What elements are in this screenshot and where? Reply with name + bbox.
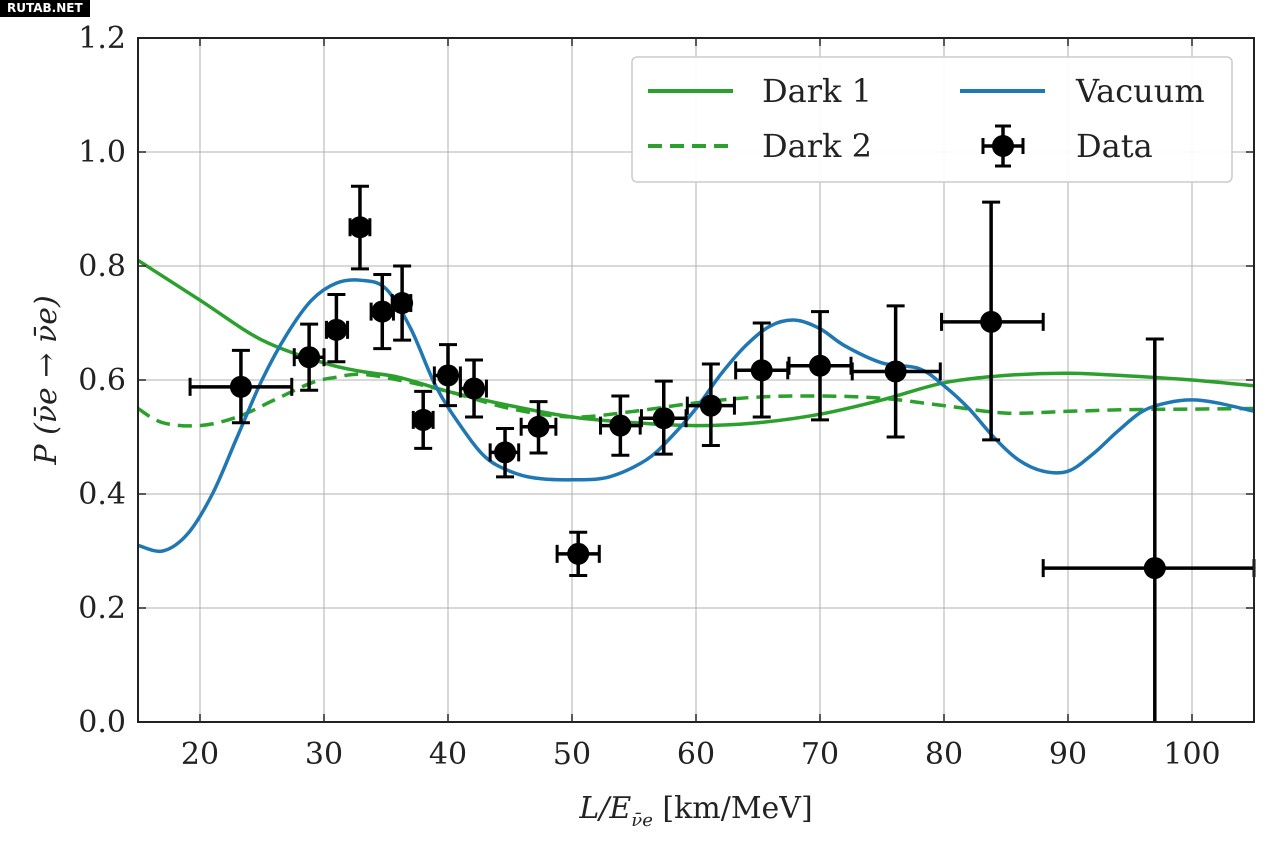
data-marker xyxy=(750,359,773,382)
data-point xyxy=(940,200,1045,442)
data-marker xyxy=(494,441,517,464)
data-point xyxy=(348,184,372,271)
data-point xyxy=(850,304,942,439)
legend-label: Vacuum xyxy=(1075,72,1205,110)
x-axis-label: L/Eν̄e [km/MeV] xyxy=(578,791,812,831)
x-tick-label: 40 xyxy=(429,737,467,772)
y-tick-label: 0.2 xyxy=(78,591,126,626)
data-marker xyxy=(325,318,348,341)
legend-entry-vacuum: Vacuum xyxy=(960,72,1205,110)
y-tick-label: 0.4 xyxy=(78,477,126,512)
data-marker xyxy=(348,216,371,239)
data-marker xyxy=(229,375,252,398)
watermark-label: RUTAB.NET xyxy=(0,0,90,17)
data-marker xyxy=(437,364,459,387)
legend-entry-dark-1: Dark 1 xyxy=(648,72,872,110)
data-point xyxy=(734,321,790,419)
legend-label: Data xyxy=(1076,127,1153,165)
x-tick-label: 20 xyxy=(181,737,219,772)
y-tick-label: 0.6 xyxy=(78,363,126,398)
data-marker xyxy=(463,377,486,400)
data-point xyxy=(685,362,736,448)
data-marker xyxy=(884,360,907,383)
data-marker xyxy=(980,310,1003,333)
legend: Dark 1 Vacuum Dark 2 Data xyxy=(631,56,1233,183)
x-tick-label: 80 xyxy=(925,737,963,772)
series-line-dark-2 xyxy=(137,372,1255,428)
data-marker xyxy=(391,292,414,315)
data-point xyxy=(324,293,350,364)
legend-label: Dark 2 xyxy=(762,127,872,165)
x-tick-label: 100 xyxy=(1163,737,1220,772)
data-point xyxy=(488,426,521,479)
data-marker xyxy=(1143,557,1166,580)
legend-swatch-marker xyxy=(992,135,1014,157)
data-point xyxy=(555,530,601,578)
y-axis-label: P (ν̄e → ν̄e) xyxy=(29,295,64,465)
data-marker xyxy=(412,408,435,431)
y-tick-label: 1.2 xyxy=(78,21,126,56)
x-tick-label: 70 xyxy=(801,737,839,772)
data-point xyxy=(458,358,488,419)
data-marker xyxy=(609,414,632,437)
data-point xyxy=(1041,337,1256,722)
data-points xyxy=(188,184,1256,722)
x-tick-label: 90 xyxy=(1049,737,1087,772)
x-tick-label: 50 xyxy=(553,737,591,772)
data-marker xyxy=(652,407,675,430)
x-tick-label: 60 xyxy=(677,737,715,772)
data-point xyxy=(599,394,642,457)
legend-entry-data: Data xyxy=(981,124,1153,168)
data-marker xyxy=(809,354,831,377)
data-point xyxy=(390,264,414,342)
data-point xyxy=(432,343,462,408)
y-tick-label: 1.0 xyxy=(78,135,126,170)
axis-labels: L/Eν̄e [km/MeV] P (ν̄e → ν̄e) xyxy=(29,295,813,831)
data-marker xyxy=(527,415,550,438)
data-point xyxy=(639,379,688,456)
y-tick-label: 0.8 xyxy=(78,249,126,284)
data-point xyxy=(519,400,558,455)
data-marker xyxy=(298,346,321,369)
data-marker xyxy=(699,394,722,417)
data-marker xyxy=(371,300,394,323)
legend-box xyxy=(631,56,1233,183)
data-point xyxy=(369,273,395,351)
legend-label: Dark 1 xyxy=(762,72,872,110)
data-point xyxy=(292,322,326,392)
x-tick-label: 30 xyxy=(305,737,343,772)
data-point xyxy=(787,310,853,422)
data-point xyxy=(188,348,294,425)
y-tick-label: 0.0 xyxy=(78,705,126,740)
data-marker xyxy=(567,542,590,565)
legend-entry-dark-2: Dark 2 xyxy=(648,127,872,165)
series-line-vacuum xyxy=(137,278,1255,554)
ticks: 20 30 40 50 60 70 80 90 100 0.0 0.2 0.4 0.6 0.8 1.0 1.2 xyxy=(78,21,1254,772)
data-point xyxy=(411,389,435,450)
